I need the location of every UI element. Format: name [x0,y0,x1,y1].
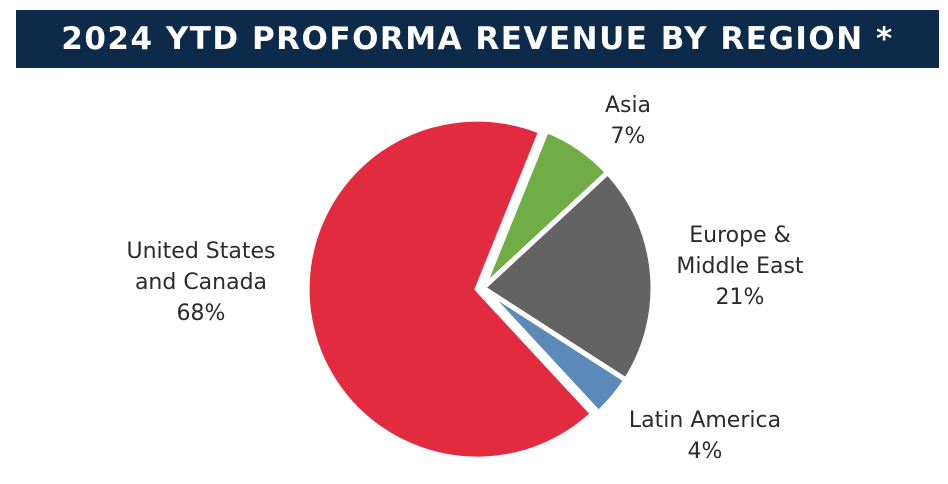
pie-slice-latin-america [480,285,629,416]
pie-slice-europe-middle-east [480,169,656,383]
slice-name-line: Asia [605,93,651,118]
pie-slices [304,116,656,462]
slice-value-label: 4% [688,439,723,464]
slice-value-label: 7% [611,124,646,149]
slice-name-line: United States [127,239,276,264]
slice-label-latin-america: Latin America 4% [629,408,781,464]
slice-value-label: 21% [716,285,765,310]
slice-label-asia: Asia 7% [605,93,651,149]
title-bar: 2024 YTD PROFORMA REVENUE BY REGION * [16,10,939,68]
slice-label-united-states-and-canada: United States and Canada 68% [127,239,276,326]
slice-name-line: Europe & [689,223,791,248]
slice-label-europe-middle-east: Europe & Middle East 21% [676,223,804,310]
slice-value-label: 68% [177,301,226,326]
slice-name-line: Middle East [676,254,804,279]
pie-slice-united-states-and-canada [304,116,596,462]
chart-title: 2024 YTD PROFORMA REVENUE BY REGION * [61,21,894,57]
slice-name-line: Latin America [629,408,781,433]
slice-name-line: and Canada [135,270,267,295]
